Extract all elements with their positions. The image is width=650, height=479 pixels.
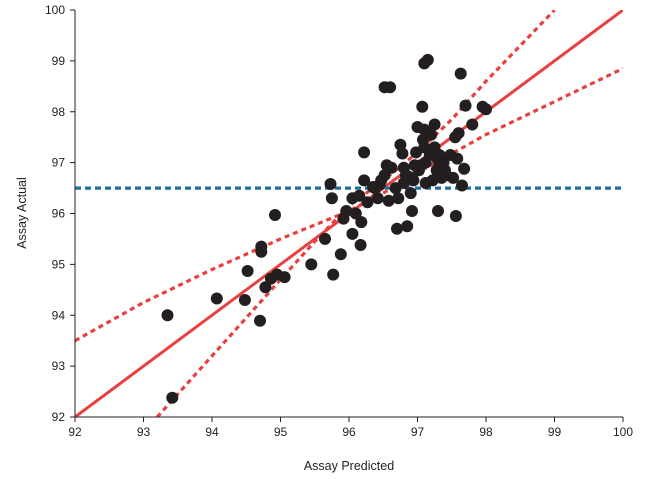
- data-point: [425, 128, 438, 141]
- upper-confidence-limit-line: [156, 10, 556, 417]
- data-point: [428, 118, 441, 131]
- x-tick-label: 92: [68, 425, 82, 439]
- data-point: [259, 281, 272, 294]
- data-point: [325, 192, 338, 205]
- data-point: [480, 103, 492, 116]
- data-point: [334, 248, 347, 261]
- x-tick-label: 98: [479, 425, 493, 439]
- data-point: [449, 210, 462, 222]
- y-tick-label: 94: [52, 308, 66, 322]
- x-tick-label: 96: [342, 425, 356, 439]
- data-point: [346, 227, 359, 240]
- data-point: [161, 309, 174, 322]
- data-point: [358, 174, 371, 187]
- data-point: [432, 205, 444, 217]
- data-point: [324, 178, 337, 190]
- data-point: [278, 271, 291, 284]
- lower-confidence-limit-line: [75, 67, 623, 343]
- x-axis-ticks: 92 93 94 95 96 97 98 99 100: [68, 417, 633, 439]
- data-point: [421, 53, 434, 66]
- data-point: [459, 99, 472, 112]
- x-tick-label: 99: [548, 425, 562, 439]
- data-points: [161, 53, 492, 404]
- data-point: [416, 100, 429, 113]
- data-point: [371, 192, 384, 205]
- data-point: [447, 171, 460, 184]
- x-tick-label: 94: [205, 425, 219, 439]
- data-point: [456, 179, 468, 192]
- data-point: [454, 67, 467, 80]
- y-tick-label: 97: [52, 156, 66, 170]
- data-point: [166, 391, 179, 404]
- x-axis-title: Assay Predicted: [304, 459, 394, 473]
- y-tick-label: 95: [52, 257, 66, 271]
- data-point: [269, 209, 281, 221]
- data-point: [241, 265, 254, 277]
- data-point: [355, 216, 368, 229]
- data-point: [358, 146, 371, 159]
- y-tick-label: 98: [52, 105, 66, 119]
- y-tick-label: 96: [52, 207, 66, 221]
- y-tick-label: 100: [45, 3, 65, 17]
- data-point: [361, 196, 374, 209]
- y-tick-label: 92: [52, 410, 66, 424]
- data-point: [340, 205, 353, 217]
- y-axis-title: Assay Actual: [15, 177, 29, 249]
- data-point: [327, 268, 340, 281]
- x-tick-label: 97: [411, 425, 425, 439]
- data-point: [401, 220, 414, 233]
- data-point: [254, 314, 266, 327]
- data-point: [238, 294, 251, 306]
- data-point: [392, 192, 405, 205]
- data-point: [319, 232, 331, 245]
- y-tick-label: 93: [52, 359, 66, 373]
- data-point: [452, 127, 465, 140]
- data-point: [305, 258, 318, 271]
- data-point: [378, 169, 391, 182]
- x-tick-label: 95: [274, 425, 288, 439]
- data-point: [466, 118, 479, 131]
- data-point: [210, 292, 223, 305]
- data-point: [349, 207, 362, 220]
- y-axis-ticks: 92 93 94 95 96 97 98 99 100: [45, 3, 75, 424]
- data-point: [391, 222, 403, 235]
- data-point: [384, 81, 397, 94]
- x-tick-label: 100: [613, 425, 633, 439]
- y-tick-label: 99: [52, 54, 66, 68]
- data-point: [353, 189, 366, 202]
- data-point: [458, 162, 471, 175]
- data-point: [382, 194, 395, 207]
- data-point: [354, 239, 367, 251]
- data-point: [255, 245, 268, 258]
- data-point: [396, 147, 409, 160]
- x-tick-label: 93: [137, 425, 151, 439]
- data-point: [404, 187, 417, 200]
- data-point: [451, 152, 464, 165]
- data-point: [406, 205, 418, 217]
- data-point: [407, 174, 420, 187]
- data-point: [385, 161, 398, 174]
